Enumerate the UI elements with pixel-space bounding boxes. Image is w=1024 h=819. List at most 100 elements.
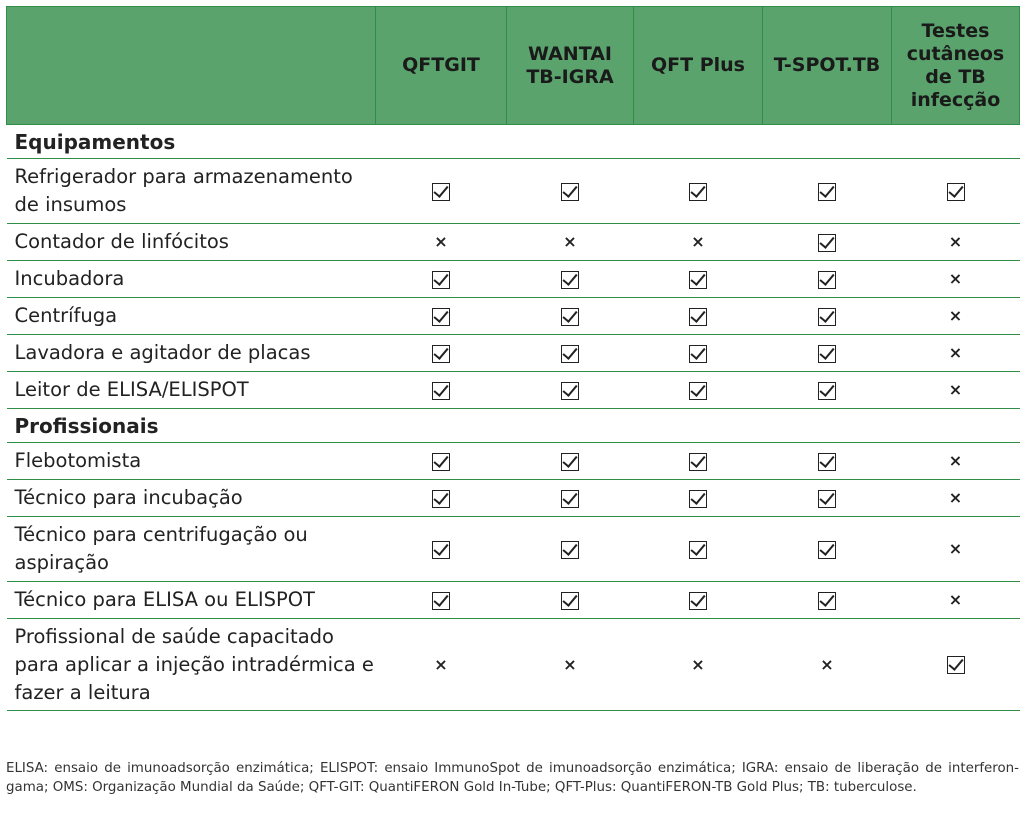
check-box-icon (818, 182, 836, 201)
table-row: Flebotomista × (6, 442, 1020, 480)
mark-cell (375, 260, 507, 298)
check-box-icon (561, 307, 579, 326)
row-label: Contador de linfócitos (6, 223, 376, 261)
table-row: Profissional de saúde capacitado para ap… (6, 618, 1020, 711)
mark-cell: × (506, 223, 634, 261)
mark-cell (375, 158, 507, 224)
check-box-icon (818, 233, 836, 252)
x-mark-icon: × (820, 654, 834, 674)
mark-cell (762, 334, 892, 372)
mark-cell (633, 334, 763, 372)
x-mark-icon: × (948, 269, 963, 289)
row-label: Lavadora e agitador de placas (6, 334, 376, 372)
mark-cell (762, 260, 892, 298)
row-label: Técnico para incubação (6, 479, 376, 517)
table-row: Técnico para centrifugação ou aspiração × (6, 516, 1020, 582)
table-row: Centrífuga × (6, 297, 1020, 335)
x-mark-icon: × (948, 539, 963, 559)
table-row: Leitor de ELISA/ELISPOT × (6, 371, 1020, 409)
mark-cell (762, 371, 892, 409)
mark-cell (762, 581, 892, 619)
row-label: Refrigerador para armazenamento de insum… (6, 158, 376, 224)
table-row: Técnico para ELISA ou ELISPOT × (6, 581, 1020, 619)
check-box-icon (561, 452, 579, 471)
mark-cell: × (891, 479, 1020, 517)
row-label: Leitor de ELISA/ELISPOT (6, 371, 376, 409)
x-mark-icon: × (948, 306, 963, 326)
check-box-icon (689, 489, 707, 508)
row-label: Técnico para centrifugação ou aspiração (6, 516, 376, 582)
check-box-icon (561, 182, 579, 201)
table-row: Refrigerador para armazenamento de insum… (6, 158, 1020, 224)
mark-cell (633, 371, 763, 409)
check-box-icon (689, 381, 707, 400)
mark-cell: × (891, 223, 1020, 261)
mark-cell (506, 297, 634, 335)
check-box-icon (818, 270, 836, 289)
mark-cell: × (891, 297, 1020, 335)
mark-cell (506, 371, 634, 409)
footnote: ELISA: ensaio de imunoadsorção enzimátic… (6, 761, 1019, 795)
x-mark-icon: × (563, 232, 577, 252)
mark-cell: × (633, 223, 763, 261)
table-row: Incubadora × (6, 260, 1020, 298)
x-mark-icon: × (948, 343, 963, 363)
mark-cell (375, 442, 507, 480)
check-box-icon (689, 591, 707, 610)
check-box-icon (818, 452, 836, 471)
mark-cell: × (375, 618, 507, 711)
header-skin-tests: Testes cutâneos de TB infecção (891, 6, 1020, 125)
header-wantai: WANTAI TB-IGRA (506, 6, 634, 125)
check-box-icon (432, 344, 450, 363)
x-mark-icon: × (948, 488, 963, 508)
x-mark-icon: × (948, 232, 963, 252)
mark-cell: × (891, 581, 1020, 619)
mark-cell (506, 334, 634, 372)
header-row: QFTGIT WANTAI TB-IGRA QFT Plus T-SPOT.TB… (6, 6, 1020, 125)
header-qftgit: QFTGIT (375, 6, 507, 125)
header-blank (6, 6, 376, 125)
mark-cell (506, 581, 634, 619)
table-row: Contador de linfócitos × × × × (6, 223, 1020, 261)
mark-cell (506, 479, 634, 517)
check-box-icon (818, 540, 836, 559)
mark-cell (762, 479, 892, 517)
check-box-icon (561, 381, 579, 400)
check-box-icon (818, 381, 836, 400)
row-label: Centrífuga (6, 297, 376, 335)
mark-cell: × (891, 516, 1020, 582)
row-label: Técnico para ELISA ou ELISPOT (6, 581, 376, 619)
mark-cell: × (633, 618, 763, 711)
check-box-icon (561, 489, 579, 508)
mark-cell (762, 158, 892, 224)
check-box-icon (561, 540, 579, 559)
check-box-icon (561, 270, 579, 289)
x-mark-icon: × (948, 590, 963, 610)
mark-cell: × (375, 223, 507, 261)
mark-cell: × (506, 618, 634, 711)
mark-cell: × (762, 618, 892, 711)
x-mark-icon: × (563, 654, 577, 674)
mark-cell: × (891, 334, 1020, 372)
row-label: Incubadora (6, 260, 376, 298)
check-box-icon (818, 489, 836, 508)
check-box-icon (818, 344, 836, 363)
mark-cell (506, 442, 634, 480)
mark-cell: × (891, 442, 1020, 480)
row-label: Profissional de saúde capacitado para ap… (6, 618, 376, 711)
mark-cell (375, 479, 507, 517)
mark-cell (633, 442, 763, 480)
table-body: Equipamentos Refrigerador para armazename… (6, 124, 1020, 711)
mark-cell (633, 581, 763, 619)
section-row: Equipamentos (6, 124, 1020, 159)
section-label: Profissionais (6, 408, 1020, 443)
x-mark-icon: × (948, 451, 963, 471)
check-box-icon (432, 307, 450, 326)
check-box-icon (689, 270, 707, 289)
check-box-icon (432, 381, 450, 400)
mark-cell (375, 334, 507, 372)
mark-cell: × (891, 260, 1020, 298)
mark-cell (506, 158, 634, 224)
check-box-icon (432, 540, 450, 559)
